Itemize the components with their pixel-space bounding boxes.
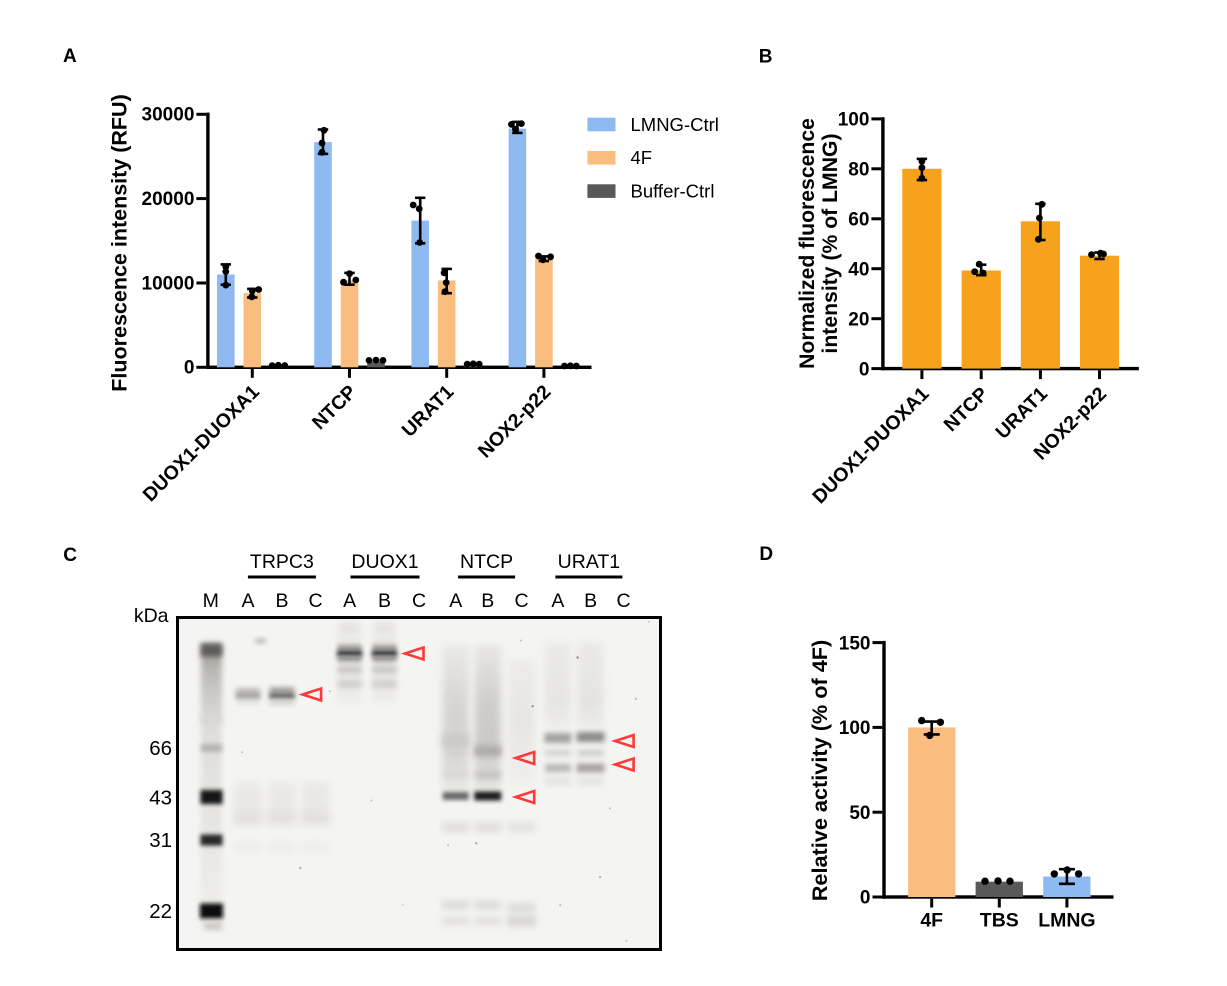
svg-text:C: C [617, 590, 631, 612]
svg-text:DUOX1-DUOXA1: DUOX1-DUOXA1 [808, 383, 933, 508]
svg-text:100: 100 [839, 718, 871, 739]
svg-text:TBS: TBS [980, 910, 1019, 932]
svg-text:LMNG-Ctrl: LMNG-Ctrl [631, 114, 719, 135]
svg-text:C: C [308, 590, 322, 612]
svg-text:20: 20 [848, 309, 869, 330]
svg-text:20000: 20000 [142, 189, 195, 210]
svg-text:TRPC3: TRPC3 [250, 551, 314, 573]
svg-text:C: C [412, 590, 426, 612]
svg-text:NOX2-p22: NOX2-p22 [474, 381, 556, 463]
svg-text:URAT1: URAT1 [398, 381, 459, 442]
svg-text:D: D [759, 544, 773, 565]
svg-text:100: 100 [838, 110, 870, 131]
svg-text:intensity (% of LMNG): intensity (% of LMNG) [819, 133, 842, 353]
svg-text:A: A [241, 590, 254, 612]
svg-text:4F: 4F [920, 910, 943, 932]
svg-text:LMNG: LMNG [1038, 910, 1095, 932]
svg-text:NTCP: NTCP [308, 381, 361, 434]
svg-text:Fluorescence intensity (RFU): Fluorescence intensity (RFU) [108, 94, 132, 391]
svg-text:B: B [584, 590, 597, 612]
svg-text:22: 22 [149, 900, 172, 923]
svg-text:B: B [378, 590, 391, 612]
svg-text:A: A [449, 590, 462, 612]
svg-text:30000: 30000 [142, 105, 195, 126]
svg-text:31: 31 [149, 829, 172, 852]
svg-text:Normalized fluorescence: Normalized fluorescence [796, 118, 819, 369]
svg-text:40: 40 [848, 259, 869, 280]
svg-text:C: C [514, 590, 528, 612]
svg-text:DUOX1: DUOX1 [351, 551, 418, 573]
svg-text:B: B [759, 46, 773, 67]
svg-text:DUOX1-DUOXA1: DUOX1-DUOXA1 [139, 381, 264, 506]
svg-text:80: 80 [848, 160, 869, 181]
svg-text:60: 60 [848, 210, 869, 231]
svg-text:NTCP: NTCP [460, 551, 513, 573]
svg-text:50: 50 [849, 803, 870, 824]
svg-text:B: B [481, 590, 494, 612]
svg-text:kDa: kDa [134, 605, 169, 627]
svg-text:4F: 4F [631, 147, 653, 168]
svg-text:A: A [343, 590, 356, 612]
svg-text:URAT1: URAT1 [558, 551, 620, 573]
svg-text:0: 0 [184, 358, 195, 379]
svg-text:C: C [63, 545, 77, 566]
svg-text:150: 150 [839, 633, 871, 654]
svg-text:66: 66 [149, 737, 172, 760]
svg-text:A: A [63, 46, 77, 67]
svg-text:M: M [203, 590, 219, 612]
svg-text:0: 0 [860, 888, 871, 909]
svg-text:NTCP: NTCP [940, 383, 993, 436]
svg-text:Buffer-Ctrl: Buffer-Ctrl [631, 181, 715, 202]
svg-text:10000: 10000 [142, 273, 195, 294]
svg-text:0: 0 [859, 359, 870, 380]
svg-text:B: B [275, 590, 288, 612]
svg-text:A: A [551, 590, 564, 612]
svg-text:Relative activity (% of 4F): Relative activity (% of 4F) [807, 640, 832, 902]
svg-text:43: 43 [149, 787, 172, 810]
